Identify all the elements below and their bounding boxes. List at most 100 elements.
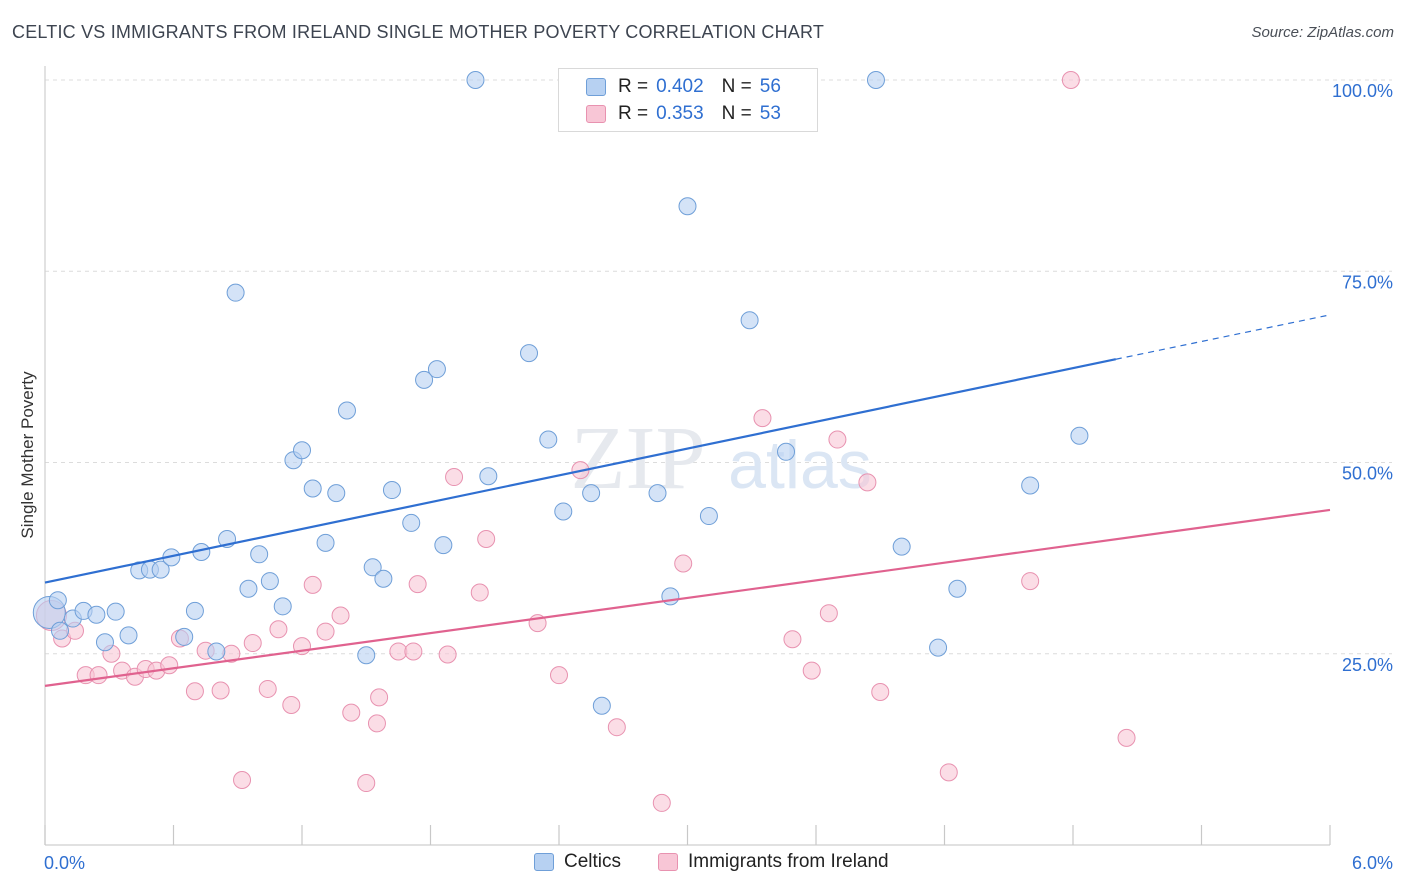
legend-r-value: 0.402 [656,76,704,97]
data-point-ireland [89,666,108,685]
data-point-celtics [1021,476,1040,495]
data-point-celtics [250,545,269,564]
series-celtics [32,71,1089,715]
data-point-celtics [273,597,292,616]
bottom-legend-celtics: Celtics [534,851,621,873]
data-point-celtics [337,401,356,420]
data-point-celtics [892,537,911,556]
data-point-celtics [316,533,335,552]
legend-r-value: 0.353 [656,103,704,124]
data-point-celtics [479,467,498,486]
data-point-ireland [408,575,427,594]
legend-swatch-ireland [586,105,606,123]
legend-n-label: N = [721,103,752,124]
legend-r-label: R = [618,76,649,97]
x-tick-label: 6.0% [1352,853,1393,873]
data-point-celtics [95,633,114,652]
data-point-ireland [470,583,489,602]
data-point-ireland [819,604,838,623]
data-point-celtics [661,587,680,606]
data-point-ireland [282,696,301,715]
data-point-ireland [269,620,288,639]
data-point-celtics [239,579,258,598]
bottom-legend-swatch-celtics [534,853,554,871]
data-point-celtics [106,602,125,621]
data-point-ireland [303,575,322,594]
data-point-ireland [160,656,179,675]
data-point-ireland [802,661,821,680]
data-point-celtics [592,696,611,715]
data-point-celtics [374,569,393,588]
data-point-celtics [185,601,204,620]
data-point-celtics [48,591,67,610]
data-point-ireland [445,468,464,487]
data-point-ireland [1061,71,1080,89]
data-point-ireland [858,473,877,492]
data-point-celtics [699,507,718,526]
data-point-ireland [243,634,262,653]
data-point-celtics [539,430,558,449]
bottom-legend-ireland: Immigrants from Ireland [658,851,889,873]
data-point-celtics [207,642,226,661]
data-point-ireland [753,409,772,428]
data-point-celtics [87,605,106,624]
data-point-celtics [402,513,421,532]
data-point-celtics [327,484,346,503]
data-point-celtics [151,560,170,579]
data-point-celtics [554,502,573,521]
data-point-celtics [226,283,245,302]
data-point-ireland [185,682,204,701]
legend-row-celtics: R = 0.402 N = 56 [559,74,781,100]
data-point-ireland [370,688,389,707]
data-point-celtics [648,484,667,503]
data-point-celtics [260,572,279,591]
data-point-celtics [175,627,194,646]
legend-n-value: 56 [759,76,781,97]
bottom-legend-label-celtics: Celtics [564,851,622,872]
chart-source: Source: ZipAtlas.com [1251,24,1394,41]
y-tick-label: 75.0% [1342,272,1393,292]
data-point-celtics [520,344,539,363]
data-point-ireland [939,763,958,782]
data-point-celtics [582,484,601,503]
data-point-celtics [929,638,948,657]
data-point-celtics [415,370,434,389]
data-point-ireland [828,430,847,449]
watermark-atlas: atlas [728,427,872,503]
data-point-ireland [652,793,671,812]
data-point-celtics [777,442,796,461]
tick-labels: 25.0% 50.0% 75.0% 100.0% 0.0% 6.0% [44,81,1393,873]
data-point-celtics [357,646,376,665]
data-point-celtics [434,536,453,555]
data-point-celtics [466,71,485,89]
data-point-celtics [363,558,382,577]
trend-line-celtics [44,358,1117,584]
data-point-ireland [316,622,335,641]
bottom-legend-swatch-ireland [658,853,678,871]
data-point-ireland [258,679,277,698]
data-point-celtics [427,360,446,379]
legend-n-value: 53 [759,103,781,124]
data-point-ireland [674,554,693,573]
data-point-ireland [404,642,423,661]
data-point-ireland [389,642,408,661]
data-point-celtics [866,71,885,89]
axes [44,66,1331,846]
data-point-ireland [342,703,361,722]
data-point-celtics [740,311,759,330]
data-point-ireland [211,681,230,700]
gridlines [45,79,1392,655]
data-point-ireland [871,683,890,701]
y-tick-label: 100.0% [1332,81,1393,101]
data-point-ireland [477,530,496,548]
data-point-celtics [303,479,322,498]
data-point-celtics [293,441,311,460]
trend-line-celtics-extension [1115,314,1331,360]
data-point-celtics [1070,426,1089,445]
data-point-ireland [331,606,350,625]
trend-lines [44,314,1331,687]
chart-title: CELTIC VS IMMIGRANTS FROM IRELAND SINGLE… [12,22,825,42]
data-point-celtics [948,579,967,598]
legend-r-label: R = [618,103,649,124]
